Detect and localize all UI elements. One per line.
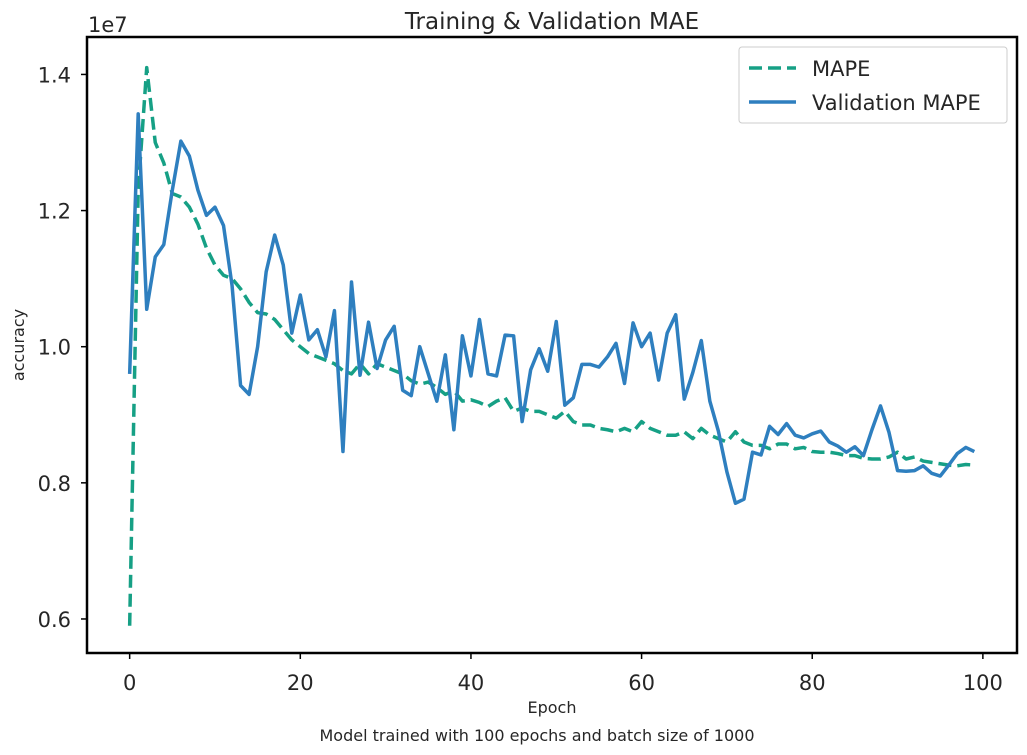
chart-title: Training & Validation MAE [404, 9, 699, 35]
legend-validation-mape-label: Validation MAPE [812, 91, 981, 115]
chart-caption: Model trained with 100 epochs and batch … [319, 726, 754, 745]
y-axis-label: accuracy [9, 309, 28, 381]
y-tick-label: 1.0 [38, 336, 71, 360]
x-axis: 0 20 40 60 80 100 [123, 653, 1003, 695]
x-tick-label: 0 [123, 671, 136, 695]
plot-frame [85, 35, 1019, 655]
y-tick-label: 0.6 [38, 608, 71, 632]
series-layer [127, 65, 976, 626]
x-tick-label: 80 [799, 671, 826, 695]
y-axis: 0.6 0.8 1.0 1.2 1.4 [38, 63, 87, 632]
x-tick-label: 20 [287, 671, 314, 695]
legend: MAPE Validation MAPE [738, 46, 1008, 124]
y-tick-label: 1.2 [38, 200, 71, 224]
y-offset-label: 1e7 [88, 13, 128, 37]
y-tick-label: 1.4 [38, 63, 71, 87]
y-tick-label: 0.8 [38, 472, 71, 496]
series-line-mape [127, 65, 975, 626]
series-line-validation-mape [127, 112, 976, 505]
x-tick-label: 100 [963, 671, 1003, 695]
legend-box [738, 46, 1008, 124]
x-tick-label: 60 [628, 671, 655, 695]
x-axis-label: Epoch [528, 698, 577, 717]
legend-mape-label: MAPE [812, 57, 870, 81]
x-tick-label: 40 [458, 671, 485, 695]
